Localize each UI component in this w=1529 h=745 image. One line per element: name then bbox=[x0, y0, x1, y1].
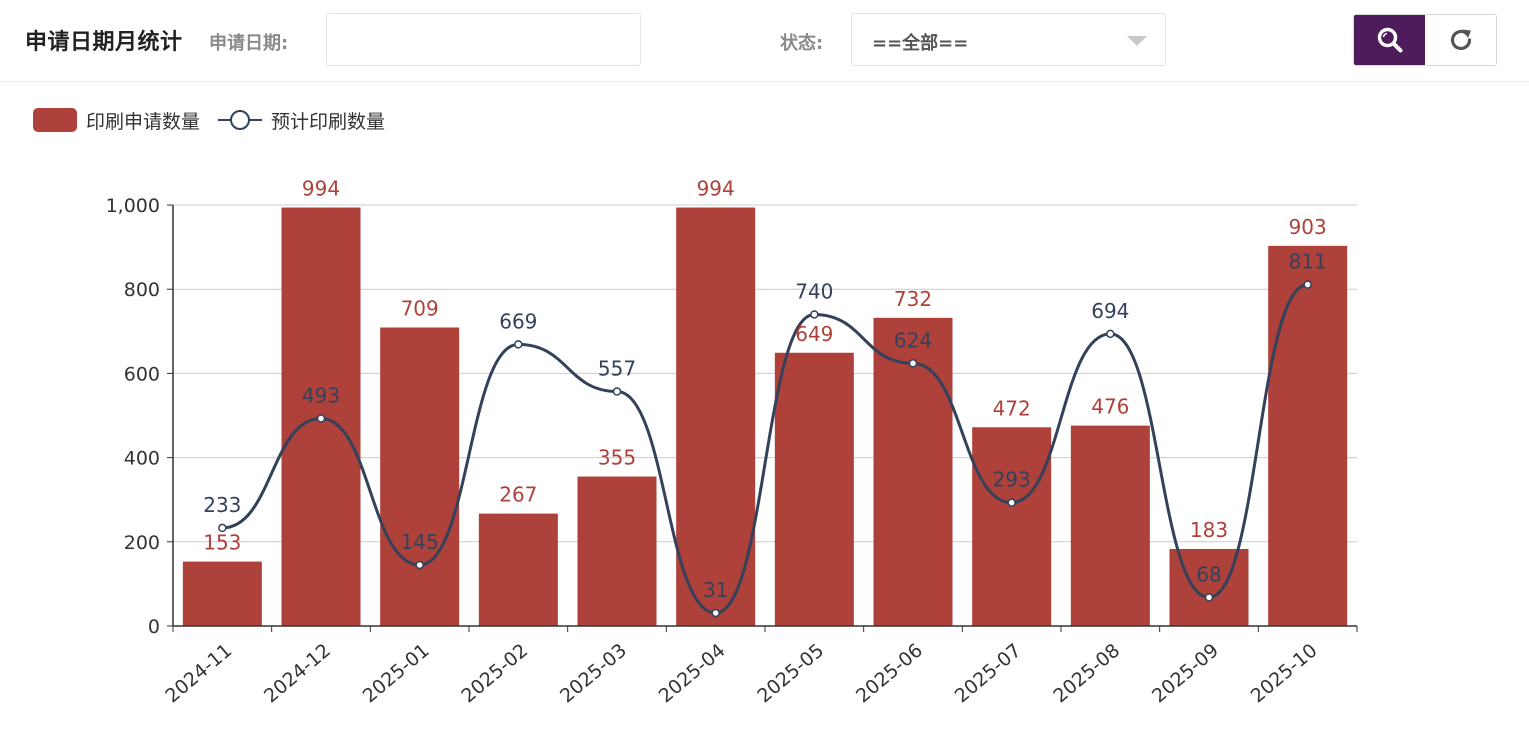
x-tick-label: 2025-07 bbox=[951, 639, 1026, 707]
line-point bbox=[218, 523, 227, 533]
line-point bbox=[415, 560, 424, 570]
bar-data-label: 709 bbox=[401, 297, 439, 321]
bar-data-label: 472 bbox=[993, 396, 1031, 420]
bar-data-label: 994 bbox=[302, 177, 340, 201]
y-tick-label: 200 bbox=[124, 532, 160, 554]
line-point bbox=[1204, 593, 1214, 602]
refresh-icon bbox=[1450, 29, 1471, 50]
line-data-label: 624 bbox=[894, 328, 932, 352]
x-tick-label: 2025-06 bbox=[852, 639, 927, 707]
x-tick-label: 2024-12 bbox=[260, 639, 335, 707]
status-filter-label: 状态: bbox=[780, 33, 824, 54]
bar-data-label: 153 bbox=[203, 531, 241, 555]
line-point bbox=[316, 414, 326, 423]
x-tick-label: 2024-11 bbox=[161, 639, 236, 707]
caret-down-icon bbox=[1127, 36, 1147, 46]
line-point bbox=[810, 310, 819, 319]
legend-bar-swatch bbox=[33, 108, 77, 132]
y-tick-label: 1,000 bbox=[106, 195, 160, 217]
bar bbox=[676, 207, 756, 626]
page-title: 申请日期月统计 bbox=[25, 30, 183, 55]
y-tick-label: 0 bbox=[148, 616, 160, 638]
x-tick-label: 2025-08 bbox=[1049, 639, 1124, 707]
bar-data-label: 994 bbox=[697, 177, 735, 201]
line-data-label: 31 bbox=[703, 578, 728, 602]
bar-data-label: 183 bbox=[1190, 518, 1228, 542]
x-tick-label: 2025-01 bbox=[359, 639, 434, 707]
bar bbox=[577, 476, 657, 626]
line-data-label: 493 bbox=[302, 383, 340, 407]
legend-label-bar: 印刷申请数量 bbox=[86, 110, 201, 133]
bar bbox=[1268, 245, 1348, 626]
date-input[interactable] bbox=[326, 13, 641, 66]
legend-item-bar[interactable]: 印刷申请数量 bbox=[33, 107, 200, 134]
status-selected-value: ==全部== bbox=[872, 33, 969, 54]
line-data-label: 233 bbox=[203, 493, 241, 517]
line-point bbox=[612, 387, 622, 396]
x-tick-label: 2025-04 bbox=[655, 639, 730, 707]
bar-data-label: 267 bbox=[499, 483, 537, 507]
x-tick-label: 2025-05 bbox=[753, 639, 828, 707]
line-data-label: 669 bbox=[499, 309, 537, 333]
y-tick-label: 600 bbox=[124, 363, 160, 385]
x-tick-label: 2025-03 bbox=[556, 639, 631, 707]
filter-toolbar: 申请日期月统计 申请日期: 状态: ==全部== bbox=[0, 0, 1529, 82]
bar bbox=[873, 317, 953, 626]
bar-data-label: 732 bbox=[894, 287, 932, 311]
bar bbox=[1070, 425, 1150, 626]
line-data-label: 68 bbox=[1196, 562, 1221, 586]
bar bbox=[380, 327, 460, 626]
bar-data-label: 476 bbox=[1091, 395, 1129, 419]
line-data-label: 740 bbox=[795, 279, 833, 303]
bar-data-label: 903 bbox=[1289, 215, 1327, 239]
bar bbox=[478, 513, 558, 626]
line-point bbox=[1106, 329, 1115, 339]
legend-item-line[interactable]: 预计印刷数量 bbox=[218, 107, 385, 134]
line-data-label: 557 bbox=[598, 357, 636, 381]
refresh-button[interactable] bbox=[1425, 15, 1496, 65]
line-point bbox=[1303, 280, 1312, 289]
line-point bbox=[711, 608, 720, 618]
line-data-label: 293 bbox=[993, 468, 1031, 492]
x-tick-label: 2025-09 bbox=[1148, 639, 1223, 707]
line-point bbox=[908, 359, 918, 368]
x-tick-label: 2025-10 bbox=[1247, 639, 1322, 707]
bar bbox=[182, 561, 262, 626]
line-data-label: 811 bbox=[1289, 250, 1327, 274]
search-button[interactable] bbox=[1354, 15, 1425, 65]
bar-data-label: 649 bbox=[795, 322, 833, 346]
y-tick-label: 400 bbox=[124, 448, 160, 470]
bar-data-label: 355 bbox=[598, 446, 636, 470]
line-data-label: 145 bbox=[401, 530, 439, 554]
line-point bbox=[514, 340, 523, 349]
bar bbox=[972, 427, 1052, 626]
x-tick-label: 2025-02 bbox=[457, 639, 532, 707]
y-tick-label: 800 bbox=[124, 279, 160, 301]
line-data-label: 694 bbox=[1091, 299, 1129, 323]
chart-legend: 印刷申请数量 预计印刷数量 bbox=[33, 104, 403, 136]
search-icon bbox=[1377, 27, 1402, 53]
status-select[interactable]: ==全部== bbox=[851, 13, 1166, 66]
line-point bbox=[1007, 498, 1016, 507]
legend-line-swatch bbox=[218, 110, 263, 130]
legend-label-line: 预计印刷数量 bbox=[271, 110, 386, 133]
action-button-group bbox=[1353, 14, 1497, 66]
bar bbox=[774, 352, 854, 626]
date-filter-label: 申请日期: bbox=[209, 33, 289, 54]
